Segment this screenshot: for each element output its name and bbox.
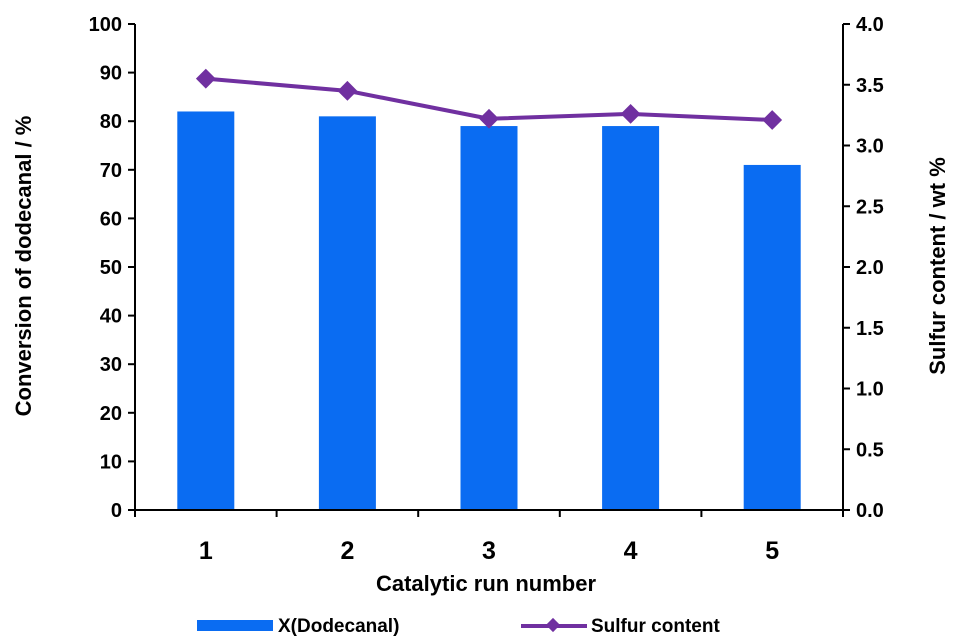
legend-swatch-bar	[197, 620, 273, 631]
legend-marker-diamond	[545, 617, 561, 633]
right-tick-label: 3.0	[856, 136, 884, 158]
right-tick-label: 2.0	[856, 257, 884, 279]
bar-1	[177, 111, 235, 510]
left-y-axis-title: Conversion of dodecanal / %	[11, 116, 36, 417]
left-tick-label: 100	[89, 14, 122, 36]
right-y-axis: 0.0 0.5 1.0 1.5 2.0 2.5 3.0 3.5 4.0	[843, 14, 884, 522]
left-tick-label: 80	[100, 111, 122, 133]
left-y-axis: 0 10 20 30 40 50 60 70 80 90 100	[89, 14, 135, 522]
left-tick-label: 50	[100, 257, 122, 279]
x-tick-label-5: 5	[765, 537, 779, 565]
left-tick-label: 20	[100, 403, 122, 425]
left-tick-label: 10	[100, 451, 122, 473]
left-tick-label: 40	[100, 306, 122, 328]
line-series	[195, 68, 783, 130]
sulfur-point-3	[479, 108, 499, 129]
bar-5	[743, 164, 801, 510]
right-tick-label: 1.0	[856, 379, 884, 401]
legend-label-bar: X(Dodecanal)	[278, 616, 399, 637]
right-tick-label: 3.5	[856, 75, 884, 97]
x-axis-title: Catalytic run number	[376, 571, 596, 596]
legend-label-line: Sulfur content	[591, 616, 720, 637]
sulfur-point-5	[762, 110, 783, 130]
bar-4	[602, 126, 660, 510]
sulfur-point-2	[337, 80, 358, 101]
right-tick-label: 4.0	[856, 14, 884, 36]
left-tick-label: 0	[111, 500, 122, 522]
sulfur-point-4	[620, 104, 641, 124]
axes	[134, 24, 844, 511]
left-tick-label: 70	[100, 160, 122, 182]
x-tick-label-2: 2	[340, 537, 354, 565]
sulfur-point-1	[195, 68, 216, 89]
right-tick-label: 0.0	[856, 500, 884, 522]
bar-series	[177, 111, 801, 510]
x-axis: 1 2 3 4 5	[134, 510, 844, 565]
x-tick-label-4: 4	[624, 537, 638, 565]
legend: X(Dodecanal) Sulfur content	[197, 616, 720, 637]
bar-2	[318, 116, 376, 510]
right-tick-label: 2.5	[856, 196, 884, 218]
x-tick-label-3: 3	[482, 537, 496, 565]
left-tick-label: 60	[100, 208, 122, 230]
left-tick-label: 30	[100, 354, 122, 376]
bar-3	[460, 126, 518, 510]
right-tick-label: 0.5	[856, 439, 884, 461]
left-tick-label: 90	[100, 63, 122, 85]
right-y-axis-title: Sulfur content / wt %	[925, 157, 950, 375]
right-tick-label: 1.5	[856, 318, 884, 340]
x-tick-label-1: 1	[199, 537, 213, 565]
